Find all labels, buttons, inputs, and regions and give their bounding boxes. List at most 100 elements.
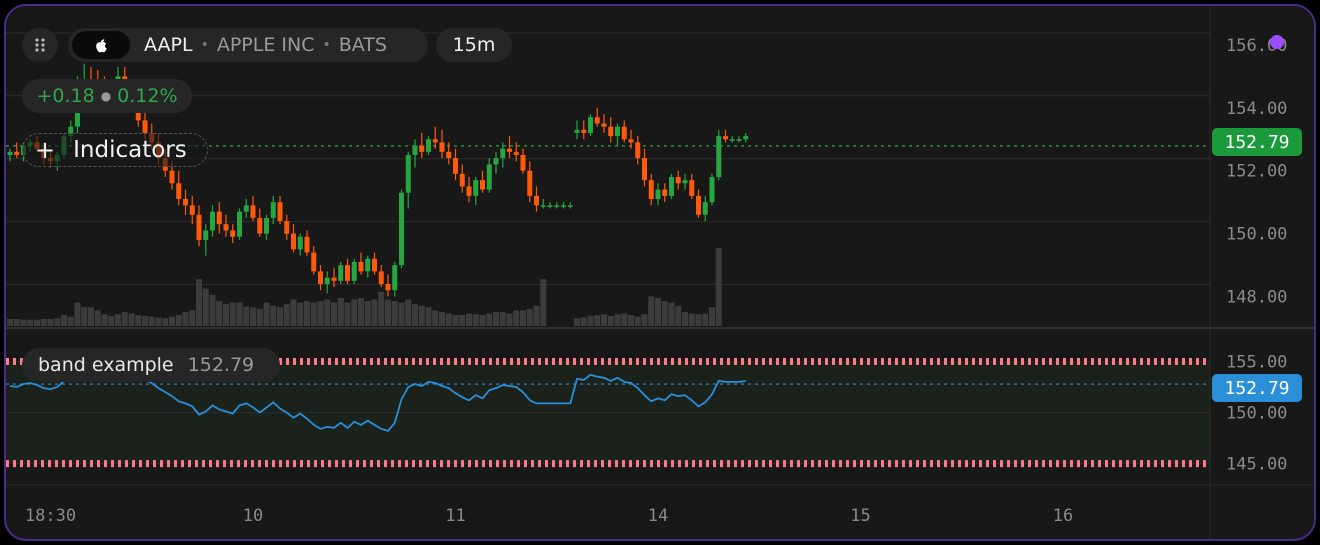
candle-body (237, 211, 242, 237)
chart-canvas[interactable]: 156.00154.00152.00150.00148.00155.00150.… (6, 6, 1314, 539)
band-tick-label: 155.00 (1226, 353, 1287, 373)
candle-body (216, 211, 222, 225)
symbol-logo (72, 31, 130, 59)
volume-bar (47, 318, 54, 326)
volume-bar (688, 313, 695, 326)
volume-bar (445, 313, 452, 326)
volume-bar (391, 301, 398, 326)
candle-body (446, 151, 452, 159)
volume-bar (290, 299, 297, 326)
volume-bar (601, 314, 607, 326)
candle-body (412, 145, 418, 155)
candle-body (385, 283, 391, 291)
separator-dot: • (200, 37, 209, 53)
volume-bar (439, 311, 445, 326)
candle-body (453, 158, 458, 174)
candle-body (7, 151, 13, 155)
volume-bar (196, 279, 202, 326)
volume-bar (331, 302, 337, 326)
volume-bar (378, 291, 385, 326)
symbol-ticker: AAPL (144, 34, 193, 56)
drag-handle-button[interactable] (22, 28, 58, 62)
time-tick-label: 16 (1053, 506, 1073, 526)
volume-bar (13, 318, 20, 326)
symbol-selector[interactable]: AAPL • APPLE INC • BATS (68, 28, 428, 62)
volume-bar (337, 297, 344, 326)
volume-bar (580, 317, 587, 326)
volume-bar (351, 299, 358, 326)
candle-body (662, 189, 668, 196)
band-indicator-value: 152.79 (187, 354, 255, 376)
volume-bar (182, 311, 189, 326)
candle-body (682, 180, 688, 184)
candle-body (432, 139, 438, 143)
candle-body (284, 221, 290, 234)
volume-bar (216, 301, 223, 326)
candle-body (378, 271, 384, 284)
candle-body (365, 258, 371, 272)
candle-body (702, 202, 708, 215)
band-indicator-legend[interactable]: band example 152.79 (22, 348, 280, 382)
volume-bar (189, 310, 196, 326)
volume-bar (432, 310, 439, 326)
candle-body (520, 154, 526, 171)
candle-body (277, 202, 283, 222)
volume-bar (61, 315, 67, 326)
volume-bar (648, 296, 655, 326)
candle-body (203, 230, 209, 240)
volume-bar (304, 301, 310, 326)
volume-bar (128, 313, 135, 326)
volume-bar (385, 299, 391, 326)
volume-bar (108, 315, 115, 326)
volume-bar (67, 316, 74, 326)
candle-body (574, 129, 580, 133)
candle-body (372, 258, 377, 272)
volume-bar (155, 317, 162, 326)
volume-bar (40, 318, 47, 326)
indicators-label: Indicators (73, 137, 187, 163)
band-tick-label: 145.00 (1226, 455, 1287, 475)
time-tick-label: 15 (850, 506, 870, 526)
volume-bar (94, 310, 101, 326)
candle-body (142, 120, 148, 133)
volume-bar (540, 279, 547, 326)
candle-body (189, 205, 195, 215)
candle-body (223, 224, 229, 231)
separator-dot: • (322, 37, 331, 53)
candle-body (358, 261, 364, 272)
volume-bar (101, 314, 108, 326)
candle-body (169, 170, 175, 184)
volume-bar (263, 302, 270, 326)
volume-bar (715, 248, 722, 326)
volume-bar (358, 297, 364, 326)
volume-bar (634, 316, 641, 326)
candle-body (176, 183, 182, 200)
volume-bar (81, 307, 88, 326)
volume-bar (27, 319, 34, 326)
volume-bar (88, 307, 94, 326)
volume-bar (54, 318, 61, 326)
time-tick-label: 14 (648, 506, 668, 526)
volume-bar (310, 302, 317, 326)
candle-body (554, 205, 560, 207)
volume-bar (202, 288, 209, 326)
indicators-button[interactable]: + Indicators (22, 133, 208, 167)
candle-body (743, 136, 749, 140)
interval-selector[interactable]: 15m (436, 28, 512, 62)
volume-bar (121, 311, 128, 326)
volume-bar (486, 313, 493, 326)
volume-bar (682, 311, 688, 326)
candle-body (561, 205, 566, 207)
candle-body (270, 202, 276, 218)
volume-bar (74, 302, 81, 326)
volume-bar (607, 315, 614, 326)
volume-bar (513, 310, 520, 326)
volume-bar (675, 305, 682, 326)
candle-body (14, 151, 20, 155)
volume-bar (344, 302, 351, 326)
price-change-badge: +0.18 ● 0.12% (22, 79, 192, 113)
price-change-value: +0.18 (36, 85, 95, 107)
volume-bar (209, 294, 216, 326)
price-tick-label: 152.00 (1226, 162, 1287, 182)
volume-bar (297, 302, 304, 326)
